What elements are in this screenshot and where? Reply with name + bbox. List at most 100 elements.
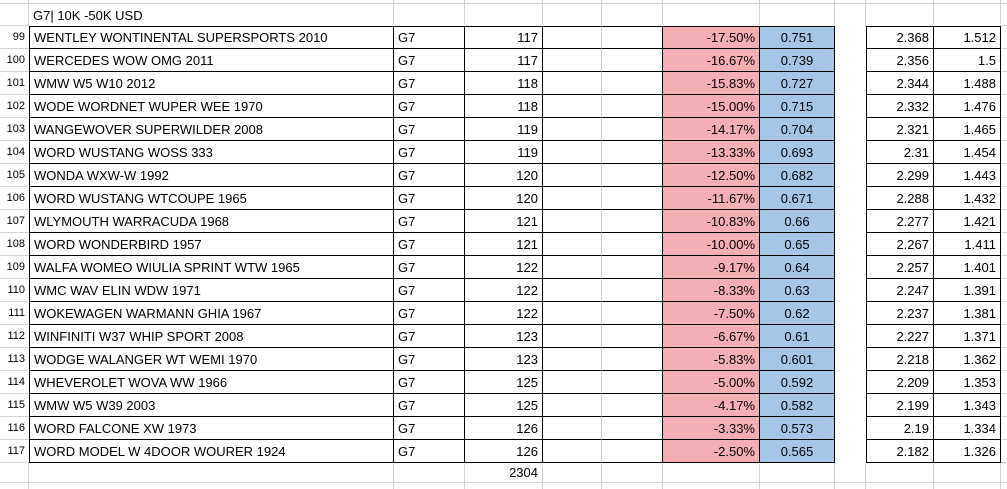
metric1-cell[interactable]: 2.237 (866, 302, 934, 325)
gap-cell[interactable] (835, 325, 866, 348)
count-cell[interactable]: 126 (465, 417, 543, 440)
group-cell[interactable]: G7 (394, 440, 465, 463)
metric2-cell[interactable]: 1.362 (934, 348, 1001, 371)
empty-cell[interactable] (29, 463, 394, 483)
car-name-cell[interactable]: WORD WONDERBIRD 1957 (29, 233, 394, 256)
gap-cell[interactable] (835, 141, 866, 164)
group-cell[interactable]: G7 (394, 394, 465, 417)
car-name-cell[interactable]: WMW W5 W39 2003 (29, 394, 394, 417)
gap-cell[interactable] (835, 210, 866, 233)
metric2-cell[interactable]: 1.326 (934, 440, 1001, 463)
spacer-cell-2[interactable] (602, 325, 663, 348)
factor-cell[interactable]: 0.682 (760, 164, 835, 187)
group-cell[interactable]: G7 (394, 210, 465, 233)
spacer-cell-1[interactable] (543, 95, 602, 118)
metric1-cell[interactable]: 2.31 (866, 141, 934, 164)
car-name-cell[interactable]: WHEVEROLET WOVA WW 1966 (29, 371, 394, 394)
gap-cell[interactable] (835, 95, 866, 118)
factor-cell[interactable]: 0.62 (760, 302, 835, 325)
factor-cell[interactable]: 0.727 (760, 72, 835, 95)
gap-cell[interactable] (835, 26, 866, 49)
metric1-cell[interactable]: 2.299 (866, 164, 934, 187)
spacer-cell-2[interactable] (602, 440, 663, 463)
factor-cell[interactable]: 0.704 (760, 118, 835, 141)
car-name-cell[interactable]: WLYMOUTH WARRACUDA 1968 (29, 210, 394, 233)
metric1-cell[interactable]: 2.199 (866, 394, 934, 417)
spacer-cell-2[interactable] (602, 141, 663, 164)
count-cell[interactable]: 119 (465, 141, 543, 164)
count-cell[interactable]: 126 (465, 440, 543, 463)
gap-cell[interactable] (835, 440, 866, 463)
empty-cell[interactable] (543, 463, 602, 483)
spacer-cell-1[interactable] (543, 164, 602, 187)
row-number-cell[interactable]: 109 (0, 256, 29, 279)
gap-cell[interactable] (835, 256, 866, 279)
factor-cell[interactable]: 0.64 (760, 256, 835, 279)
metric2-cell[interactable]: 1.465 (934, 118, 1001, 141)
group-cell[interactable]: G7 (394, 371, 465, 394)
percent-change-cell[interactable]: -14.17% (663, 118, 760, 141)
spacer-cell-1[interactable] (543, 417, 602, 440)
percent-change-cell[interactable]: -10.83% (663, 210, 760, 233)
group-cell[interactable]: G7 (394, 279, 465, 302)
row-number-cell[interactable]: 100 (0, 49, 29, 72)
empty-cell[interactable] (394, 463, 465, 483)
empty-cell[interactable] (760, 463, 835, 483)
spacer-cell-1[interactable] (543, 256, 602, 279)
count-cell[interactable]: 120 (465, 164, 543, 187)
group-cell[interactable]: G7 (394, 141, 465, 164)
spacer-cell-2[interactable] (602, 302, 663, 325)
spacer-cell-2[interactable] (602, 118, 663, 141)
percent-change-cell[interactable]: -17.50% (663, 26, 760, 49)
count-total-cell[interactable]: 2304 (465, 463, 543, 483)
spacer-cell-2[interactable] (602, 164, 663, 187)
metric2-cell[interactable]: 1.343 (934, 394, 1001, 417)
car-name-cell[interactable]: WODGE WALANGER WT WEMI 1970 (29, 348, 394, 371)
gap-cell[interactable] (835, 348, 866, 371)
gap-cell[interactable] (835, 279, 866, 302)
empty-cell[interactable] (663, 4, 760, 26)
percent-change-cell[interactable]: -11.67% (663, 187, 760, 210)
count-cell[interactable]: 118 (465, 95, 543, 118)
metric2-cell[interactable]: 1.454 (934, 141, 1001, 164)
count-cell[interactable]: 122 (465, 302, 543, 325)
group-cell[interactable]: G7 (394, 417, 465, 440)
spacer-cell-2[interactable] (602, 417, 663, 440)
spacer-cell-1[interactable] (543, 72, 602, 95)
row-number-cell[interactable]: 105 (0, 164, 29, 187)
percent-change-cell[interactable]: -16.67% (663, 49, 760, 72)
count-cell[interactable]: 120 (465, 187, 543, 210)
spacer-cell-2[interactable] (602, 26, 663, 49)
metric2-cell[interactable]: 1.5 (934, 49, 1001, 72)
row-number-cell[interactable]: 113 (0, 348, 29, 371)
row-number-cell[interactable]: 99 (0, 26, 29, 49)
spacer-cell-2[interactable] (602, 95, 663, 118)
gap-cell[interactable] (835, 164, 866, 187)
metric2-cell[interactable]: 1.334 (934, 417, 1001, 440)
gap-cell[interactable] (835, 394, 866, 417)
group-cell[interactable]: G7 (394, 95, 465, 118)
spacer-cell-2[interactable] (602, 187, 663, 210)
metric2-cell[interactable]: 1.411 (934, 233, 1001, 256)
car-name-cell[interactable]: WMC WAV ELIN WDW 1971 (29, 279, 394, 302)
metric1-cell[interactable]: 2.209 (866, 371, 934, 394)
group-cell[interactable]: G7 (394, 118, 465, 141)
percent-change-cell[interactable]: -15.00% (663, 95, 760, 118)
row-number-cell[interactable]: 108 (0, 233, 29, 256)
gap-cell[interactable] (835, 417, 866, 440)
group-cell[interactable]: G7 (394, 256, 465, 279)
car-name-cell[interactable]: WALFA WOMEO WIULIA SPRINT WTW 1965 (29, 256, 394, 279)
factor-cell[interactable]: 0.65 (760, 233, 835, 256)
spacer-cell-1[interactable] (543, 371, 602, 394)
spacer-cell-1[interactable] (543, 440, 602, 463)
count-cell[interactable]: 125 (465, 394, 543, 417)
row-number-cell[interactable]: 112 (0, 325, 29, 348)
factor-cell[interactable]: 0.693 (760, 141, 835, 164)
row-number-cell[interactable]: 111 (0, 302, 29, 325)
percent-change-cell[interactable]: -6.67% (663, 325, 760, 348)
factor-cell[interactable]: 0.63 (760, 279, 835, 302)
car-name-cell[interactable]: WONDA WXW-W 1992 (29, 164, 394, 187)
count-cell[interactable]: 123 (465, 348, 543, 371)
group-cell[interactable]: G7 (394, 187, 465, 210)
spacer-cell-1[interactable] (543, 394, 602, 417)
